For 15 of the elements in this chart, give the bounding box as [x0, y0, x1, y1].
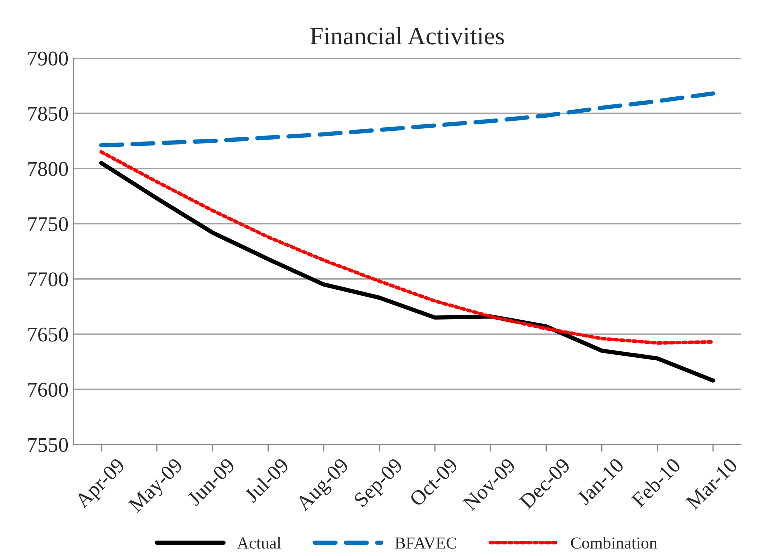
y-tick-label: 7650 — [28, 328, 68, 342]
y-tick-label: 7750 — [28, 217, 68, 232]
y-tick-label: 7900 — [28, 52, 68, 66]
line-series — [99, 92, 716, 148]
legend-label: BFAVEC — [395, 538, 456, 550]
y-tick-label: 7700 — [28, 272, 68, 287]
line-series — [100, 150, 716, 345]
legend-label: Actual — [237, 537, 282, 549]
y-tick-label: 7850 — [28, 106, 68, 122]
y-tick-label: 7600 — [28, 382, 68, 398]
chart-title: Financial Activities — [310, 27, 504, 45]
y-tick-label: 7550 — [28, 438, 68, 452]
legend-label: Combination — [571, 537, 658, 549]
y-tick-label: 7800 — [28, 162, 68, 176]
line-series — [99, 161, 716, 383]
